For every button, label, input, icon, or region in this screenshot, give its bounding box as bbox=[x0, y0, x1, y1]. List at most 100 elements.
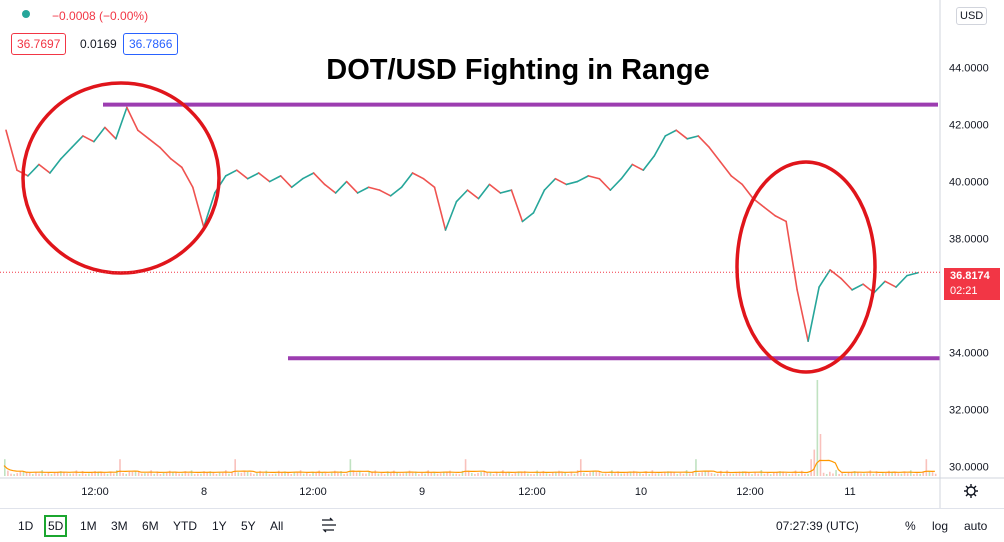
spread-value: 0.0169 bbox=[80, 37, 117, 51]
range-button-ytd[interactable]: YTD bbox=[173, 519, 197, 533]
price-segment bbox=[609, 177, 623, 191]
price-segment bbox=[906, 271, 919, 277]
compare-icon[interactable] bbox=[320, 517, 338, 538]
range-button-1d[interactable]: 1D bbox=[18, 519, 34, 533]
volume-bar bbox=[788, 474, 791, 476]
volume-bar bbox=[439, 473, 442, 476]
volume-bar bbox=[586, 473, 588, 476]
price-segment bbox=[565, 180, 579, 186]
volume-bar bbox=[75, 470, 78, 476]
volume-bar bbox=[237, 472, 240, 476]
volume-bar bbox=[35, 471, 37, 476]
volume-bar bbox=[172, 471, 174, 476]
volume-bar bbox=[664, 471, 666, 476]
volume-bar bbox=[150, 470, 152, 476]
volume-bar bbox=[533, 474, 535, 476]
range-button-1y[interactable]: 1Y bbox=[212, 519, 227, 533]
x-axis: 12:00 8 12:00 9 12:00 10 12:00 11 bbox=[81, 486, 855, 498]
volume-bar bbox=[144, 473, 146, 476]
price-segment bbox=[235, 169, 249, 180]
volume-bar bbox=[290, 474, 293, 476]
volume-bar bbox=[866, 473, 868, 476]
volume-bar bbox=[69, 473, 71, 476]
volume-bar bbox=[592, 471, 595, 476]
x-tick-label: 12:00 bbox=[736, 486, 764, 498]
volume-bar bbox=[390, 472, 392, 476]
volume-bar bbox=[779, 471, 781, 476]
bid-price-button[interactable]: 36.7697 bbox=[11, 33, 67, 55]
price-segment bbox=[510, 189, 524, 223]
clock-time[interactable]: 07:27:39 (UTC) bbox=[776, 519, 859, 533]
price-segment bbox=[137, 129, 150, 140]
volume-bar bbox=[589, 472, 591, 476]
volume-bar bbox=[626, 472, 629, 476]
price-segment bbox=[840, 277, 853, 291]
volume-ma-line bbox=[3, 459, 935, 474]
price-segment bbox=[466, 189, 480, 200]
volume-bar bbox=[838, 473, 840, 476]
volume-bar bbox=[162, 472, 165, 476]
volume-bar bbox=[442, 471, 445, 476]
price-segment bbox=[323, 183, 337, 194]
price-segment bbox=[181, 166, 194, 189]
volume-bar bbox=[293, 472, 296, 476]
x-tick-label: 12:00 bbox=[81, 486, 109, 498]
volume-bar bbox=[822, 472, 825, 476]
range-button-1m[interactable]: 1M bbox=[80, 519, 97, 533]
volume-bar bbox=[732, 473, 735, 476]
volume-bar bbox=[411, 472, 414, 476]
volume-bar bbox=[178, 473, 180, 476]
volume-bar bbox=[679, 472, 682, 476]
y-tick-label: 32.0000 bbox=[949, 405, 989, 417]
percent-toggle[interactable]: % bbox=[905, 519, 916, 533]
volume-bar bbox=[22, 471, 25, 476]
price-chart[interactable]: 30.000032.000034.000036.000038.000040.00… bbox=[0, 0, 1004, 508]
volume-bar bbox=[349, 459, 352, 476]
price-segment bbox=[400, 172, 414, 189]
price-segment bbox=[38, 163, 51, 174]
volume-bar bbox=[169, 470, 171, 476]
volume-bar bbox=[218, 472, 221, 476]
x-tick-label: 12:00 bbox=[299, 486, 327, 498]
volume-bar bbox=[240, 472, 243, 476]
gear-icon[interactable] bbox=[963, 483, 979, 499]
volume-bar bbox=[464, 459, 467, 476]
ask-price-button[interactable]: 36.7866 bbox=[123, 33, 179, 55]
volume-bar bbox=[570, 471, 573, 476]
log-toggle[interactable]: log bbox=[932, 519, 949, 533]
volume-bar bbox=[50, 474, 53, 476]
range-button-5d[interactable]: 5D bbox=[44, 515, 68, 537]
volume-bar bbox=[530, 474, 532, 476]
volume-bar bbox=[492, 474, 495, 476]
volume-bar bbox=[688, 473, 691, 476]
range-button-5y[interactable]: 5Y bbox=[241, 519, 256, 533]
price-segment bbox=[224, 169, 238, 177]
volume-bar bbox=[527, 473, 529, 476]
currency-button[interactable]: USD bbox=[956, 7, 988, 25]
volume-bar bbox=[305, 472, 308, 476]
range-button-3m[interactable]: 3M bbox=[111, 519, 128, 533]
volume-bar bbox=[607, 474, 610, 476]
volume-bar bbox=[253, 474, 255, 476]
price-segment bbox=[664, 129, 678, 137]
volume-bar bbox=[785, 473, 788, 476]
price-segment bbox=[312, 172, 326, 186]
volume-bar bbox=[611, 470, 613, 476]
volume-bar bbox=[153, 473, 156, 476]
y-tick-label: 30.0000 bbox=[949, 462, 989, 474]
volume-bar bbox=[206, 472, 208, 476]
price-segment bbox=[829, 269, 842, 280]
volume-bar bbox=[249, 472, 252, 476]
volume-bar bbox=[337, 472, 339, 476]
volume-bar bbox=[427, 470, 430, 476]
range-button-6m[interactable]: 6M bbox=[142, 519, 159, 533]
price-segment bbox=[115, 106, 128, 140]
volume-bar bbox=[620, 473, 623, 476]
volume-bar bbox=[13, 474, 15, 476]
auto-toggle[interactable]: auto bbox=[964, 519, 988, 533]
range-button-all[interactable]: All bbox=[270, 519, 284, 533]
volume-bar bbox=[140, 473, 143, 476]
volume-bar bbox=[44, 473, 47, 476]
price-segment bbox=[345, 180, 359, 194]
price-segment bbox=[334, 180, 348, 194]
